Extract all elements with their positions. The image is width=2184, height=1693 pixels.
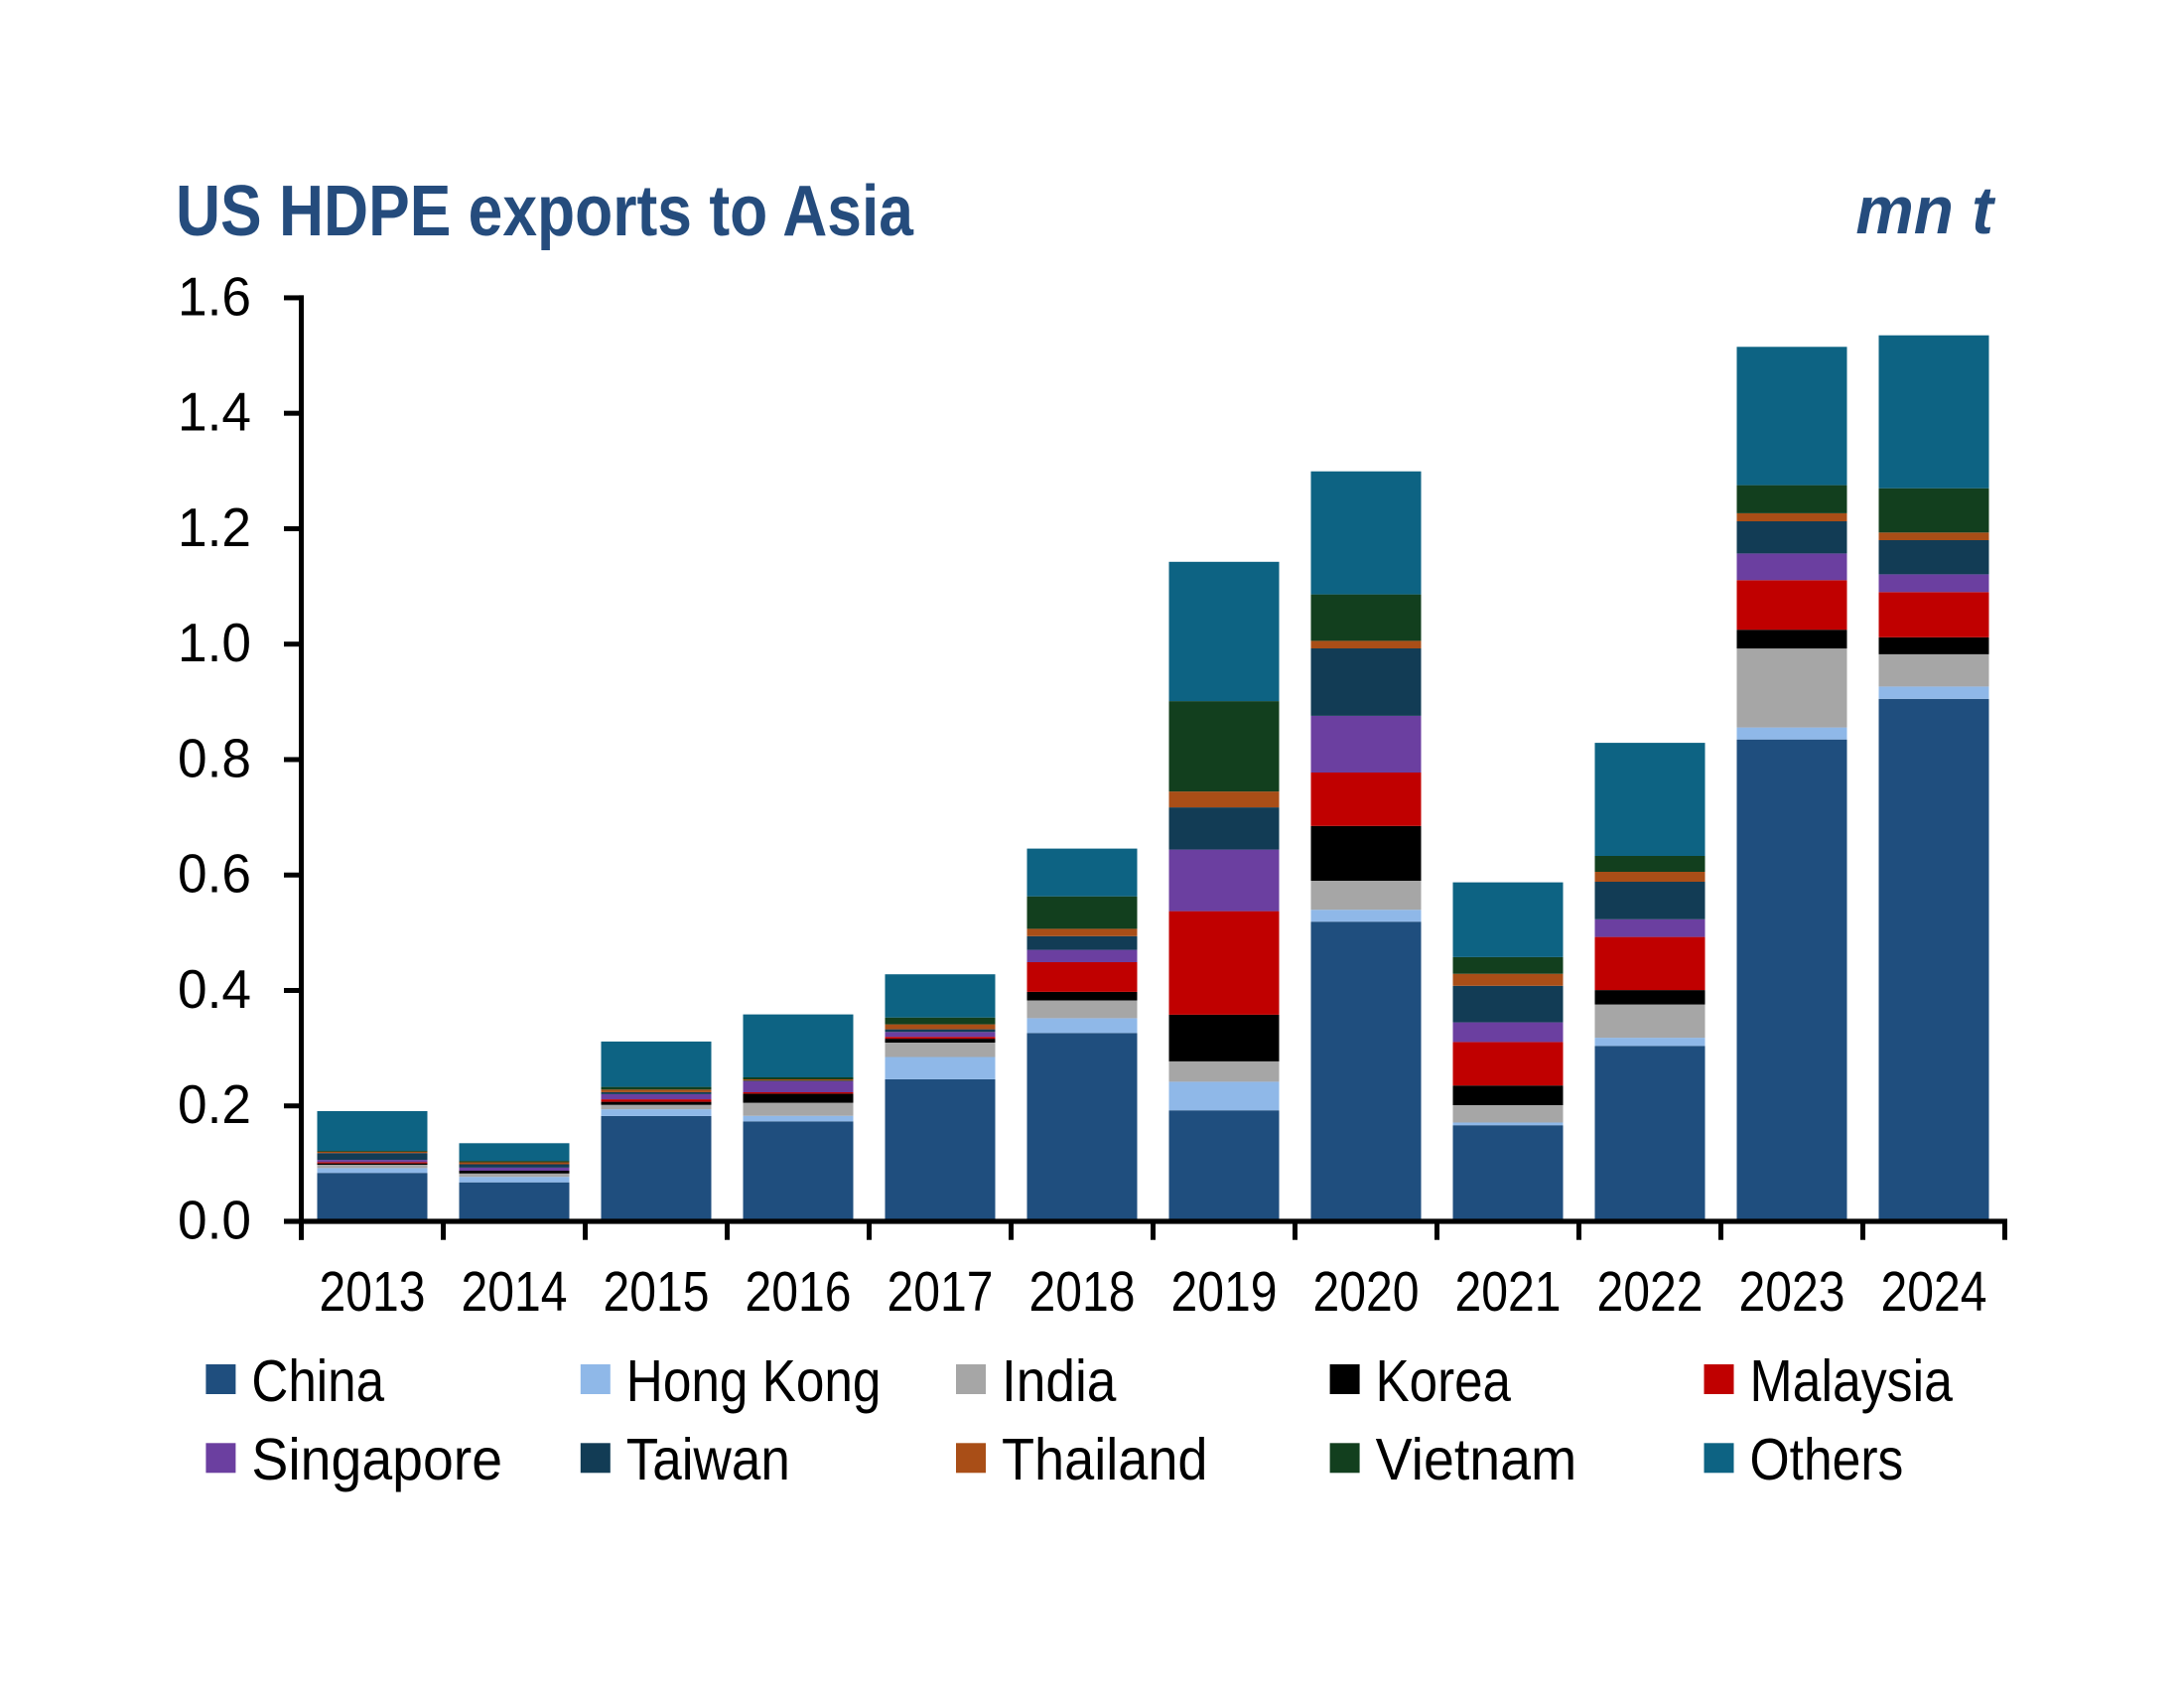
svg-text:Hong Kong: Hong Kong — [626, 1348, 882, 1414]
svg-text:1.6: 1.6 — [178, 265, 251, 327]
svg-text:0.0: 0.0 — [178, 1189, 251, 1250]
svg-text:1.2: 1.2 — [178, 496, 251, 558]
svg-text:2019: 2019 — [1171, 1260, 1278, 1324]
svg-text:2020: 2020 — [1313, 1260, 1420, 1324]
svg-text:2022: 2022 — [1597, 1260, 1704, 1324]
svg-text:1.0: 1.0 — [178, 612, 251, 673]
svg-text:0.4: 0.4 — [178, 958, 251, 1020]
svg-text:2023: 2023 — [1739, 1260, 1845, 1324]
svg-text:Others: Others — [1750, 1427, 1904, 1492]
svg-text:2024: 2024 — [1881, 1260, 1987, 1324]
svg-text:2015: 2015 — [604, 1260, 710, 1324]
svg-text:2014: 2014 — [462, 1260, 568, 1324]
svg-text:2017: 2017 — [887, 1260, 994, 1324]
svg-text:Vietnam: Vietnam — [1376, 1427, 1577, 1492]
svg-text:China: China — [251, 1348, 384, 1414]
svg-text:Malaysia: Malaysia — [1750, 1348, 1954, 1414]
svg-text:US HDPE exports to Asia: US HDPE exports to Asia — [176, 172, 914, 251]
svg-text:Thailand: Thailand — [1002, 1427, 1208, 1492]
svg-text:2018: 2018 — [1029, 1260, 1136, 1324]
svg-text:0.8: 0.8 — [178, 727, 251, 788]
svg-text:2013: 2013 — [320, 1260, 426, 1324]
svg-text:Taiwan: Taiwan — [626, 1427, 790, 1492]
svg-text:0.6: 0.6 — [178, 843, 251, 905]
svg-text:mn t: mn t — [1855, 173, 1995, 248]
svg-text:1.4: 1.4 — [178, 381, 251, 443]
svg-text:Singapore: Singapore — [251, 1427, 502, 1492]
svg-text:0.2: 0.2 — [178, 1073, 251, 1135]
svg-text:2016: 2016 — [746, 1260, 852, 1324]
svg-text:Korea: Korea — [1376, 1348, 1511, 1414]
svg-text:India: India — [1002, 1348, 1117, 1414]
svg-text:2021: 2021 — [1455, 1260, 1562, 1324]
